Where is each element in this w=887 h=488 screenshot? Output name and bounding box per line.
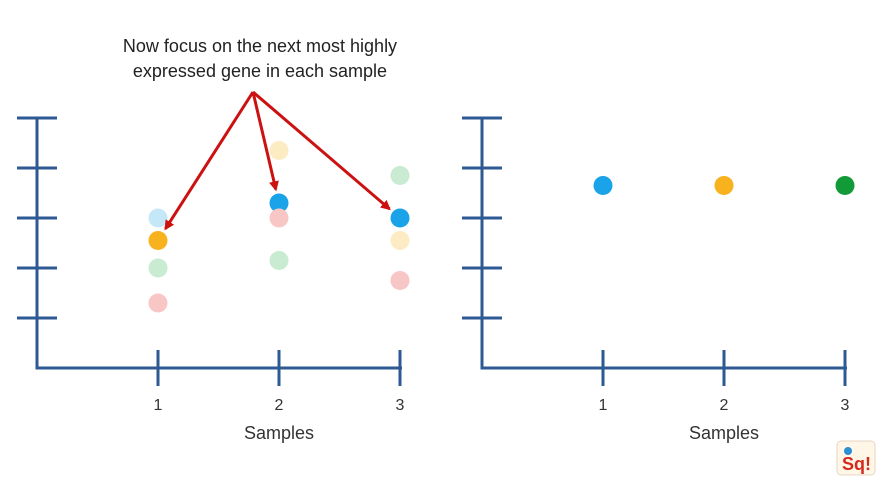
x-tick-label: 1	[154, 397, 163, 414]
x-axis-label: Samples	[244, 423, 314, 443]
x-axis-label: Samples	[689, 423, 759, 443]
annotation-text: Now focus on the next most highly expres…	[60, 34, 460, 84]
annotation-line-1: Now focus on the next most highly	[122, 36, 398, 56]
data-point-highlight	[269, 193, 289, 213]
annotation-arrow	[252, 90, 391, 211]
data-point-faded	[390, 166, 410, 185]
annotation-arrow	[164, 91, 255, 231]
data-point-highlight	[148, 231, 168, 250]
data-point-faded	[269, 141, 289, 160]
x-tick-label: 1	[599, 397, 608, 414]
chart-right: 1 2 3 Samples	[462, 116, 855, 443]
data-point-faded	[390, 231, 410, 250]
data-point-highlight	[835, 176, 855, 195]
data-point-faded	[269, 208, 289, 228]
data-point-faded	[148, 293, 168, 313]
x-tick-label: 2	[720, 397, 729, 414]
chart-left: 1 2 3 Samples	[17, 116, 410, 443]
data-point-highlight	[714, 176, 734, 195]
x-tick-label: 3	[841, 397, 850, 414]
x-tick-label: 3	[396, 397, 405, 414]
data-point-highlight	[390, 208, 410, 228]
x-tick-label: 2	[275, 397, 284, 414]
data-point-highlight	[593, 176, 613, 195]
data-point-faded	[148, 208, 168, 228]
statquest-logo-icon: Sq!	[836, 440, 876, 476]
logo-text: Sq!	[842, 454, 871, 474]
annotation-arrow	[251, 91, 279, 192]
data-point-faded	[269, 251, 289, 270]
annotation-line-2: expressed gene in each sample	[132, 61, 388, 81]
annotation-arrows	[164, 90, 391, 231]
data-point-faded	[148, 258, 168, 278]
data-point-faded	[390, 271, 410, 290]
